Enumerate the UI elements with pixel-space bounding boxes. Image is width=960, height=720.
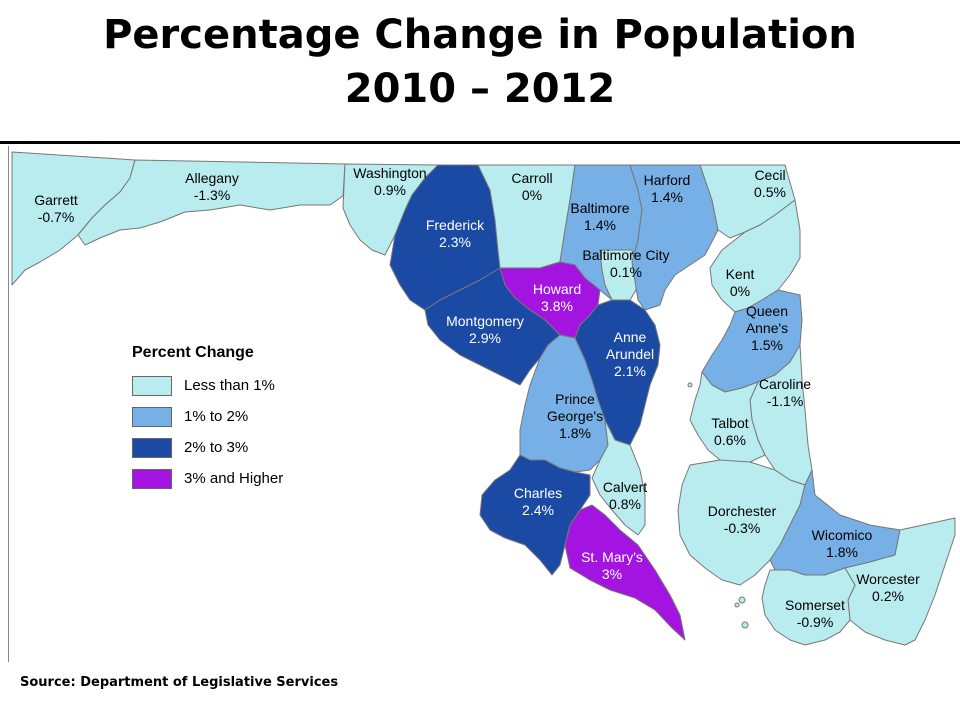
county-label-wicomico: Wicomico 1.8%	[812, 527, 873, 560]
legend-label: 1% to 2%	[184, 408, 249, 425]
county-label-garrett: Garrett -0.7%	[34, 192, 78, 225]
county-label-st-marys: St. Mary's 3%	[581, 549, 643, 582]
legend-title: Percent Change	[132, 344, 254, 361]
legend-swatch	[132, 406, 172, 427]
legend: Percent Change Less than 1% 1% to 2% 2% …	[132, 344, 332, 494]
island-shape	[741, 621, 749, 629]
county-label-somerset: Somerset -0.9%	[785, 597, 845, 630]
title-line-2: 2010 – 2012	[344, 66, 616, 112]
county-calvert	[591, 419, 646, 536]
county-label-cecil: Cecil 0.5%	[754, 167, 786, 200]
legend-label: 3% and Higher	[184, 470, 284, 487]
county-st-marys	[564, 504, 686, 641]
county-label-prince-georges: Prince George's 1.8%	[547, 391, 603, 441]
county-label-carroll: Carroll 0%	[511, 170, 552, 203]
county-label-washington: Washington 0.9%	[353, 165, 426, 198]
legend-item-less-than-1: Less than 1%	[132, 370, 332, 401]
county-label-montgomery: Montgomery 2.9%	[446, 313, 524, 346]
legend-item-3-and-higher: 3% and Higher	[132, 463, 332, 494]
legend-label: 2% to 3%	[184, 439, 249, 456]
legend-swatch	[132, 437, 172, 458]
county-charles	[479, 454, 591, 576]
county-worcester	[844, 517, 956, 646]
county-caroline	[749, 344, 813, 486]
legend-swatch	[132, 375, 172, 396]
county-label-baltimore: Baltimore 1.4%	[570, 200, 629, 233]
county-label-worcester: Worcester 0.2%	[856, 571, 920, 604]
county-label-queen-annes: Queen Anne's 1.5%	[746, 303, 788, 353]
county-label-dorchester: Dorchester -0.3%	[708, 503, 777, 536]
county-label-caroline: Caroline -1.1%	[759, 376, 811, 409]
county-label-kent: Kent 0%	[726, 266, 755, 299]
county-talbot	[689, 371, 766, 466]
map-frame	[8, 146, 960, 662]
county-somerset	[761, 567, 856, 646]
county-label-allegany: Allegany -1.3%	[185, 170, 239, 203]
title-line-1: Percentage Change in Population	[103, 12, 857, 58]
legend-label: Less than 1%	[184, 377, 275, 394]
county-label-talbot: Talbot 0.6%	[711, 415, 748, 448]
page-title: Percentage Change in Population 2010 – 2…	[0, 8, 960, 116]
legend-item-1-to-2: 1% to 2%	[132, 401, 332, 432]
county-label-howard: Howard 3.8%	[533, 281, 581, 314]
legend-swatch	[132, 468, 172, 489]
county-label-charles: Charles 2.4%	[514, 485, 562, 518]
source-note: Source: Department of Legislative Servic…	[20, 675, 339, 690]
county-label-harford: Harford 1.4%	[644, 172, 691, 205]
island-shape	[738, 596, 746, 604]
county-allegany	[77, 159, 346, 246]
legend-item-2-to-3: 2% to 3%	[132, 432, 332, 463]
county-label-frederick: Frederick 2.3%	[426, 217, 485, 250]
title-divider	[0, 141, 960, 144]
county-label-anne-arundel: Anne Arundel 2.1%	[606, 329, 654, 379]
county-label-calvert: Calvert 0.8%	[603, 479, 647, 512]
county-label-baltimore-city: Baltimore City 0.1%	[582, 247, 669, 280]
island-shape	[734, 602, 740, 608]
island-shape	[687, 382, 693, 388]
